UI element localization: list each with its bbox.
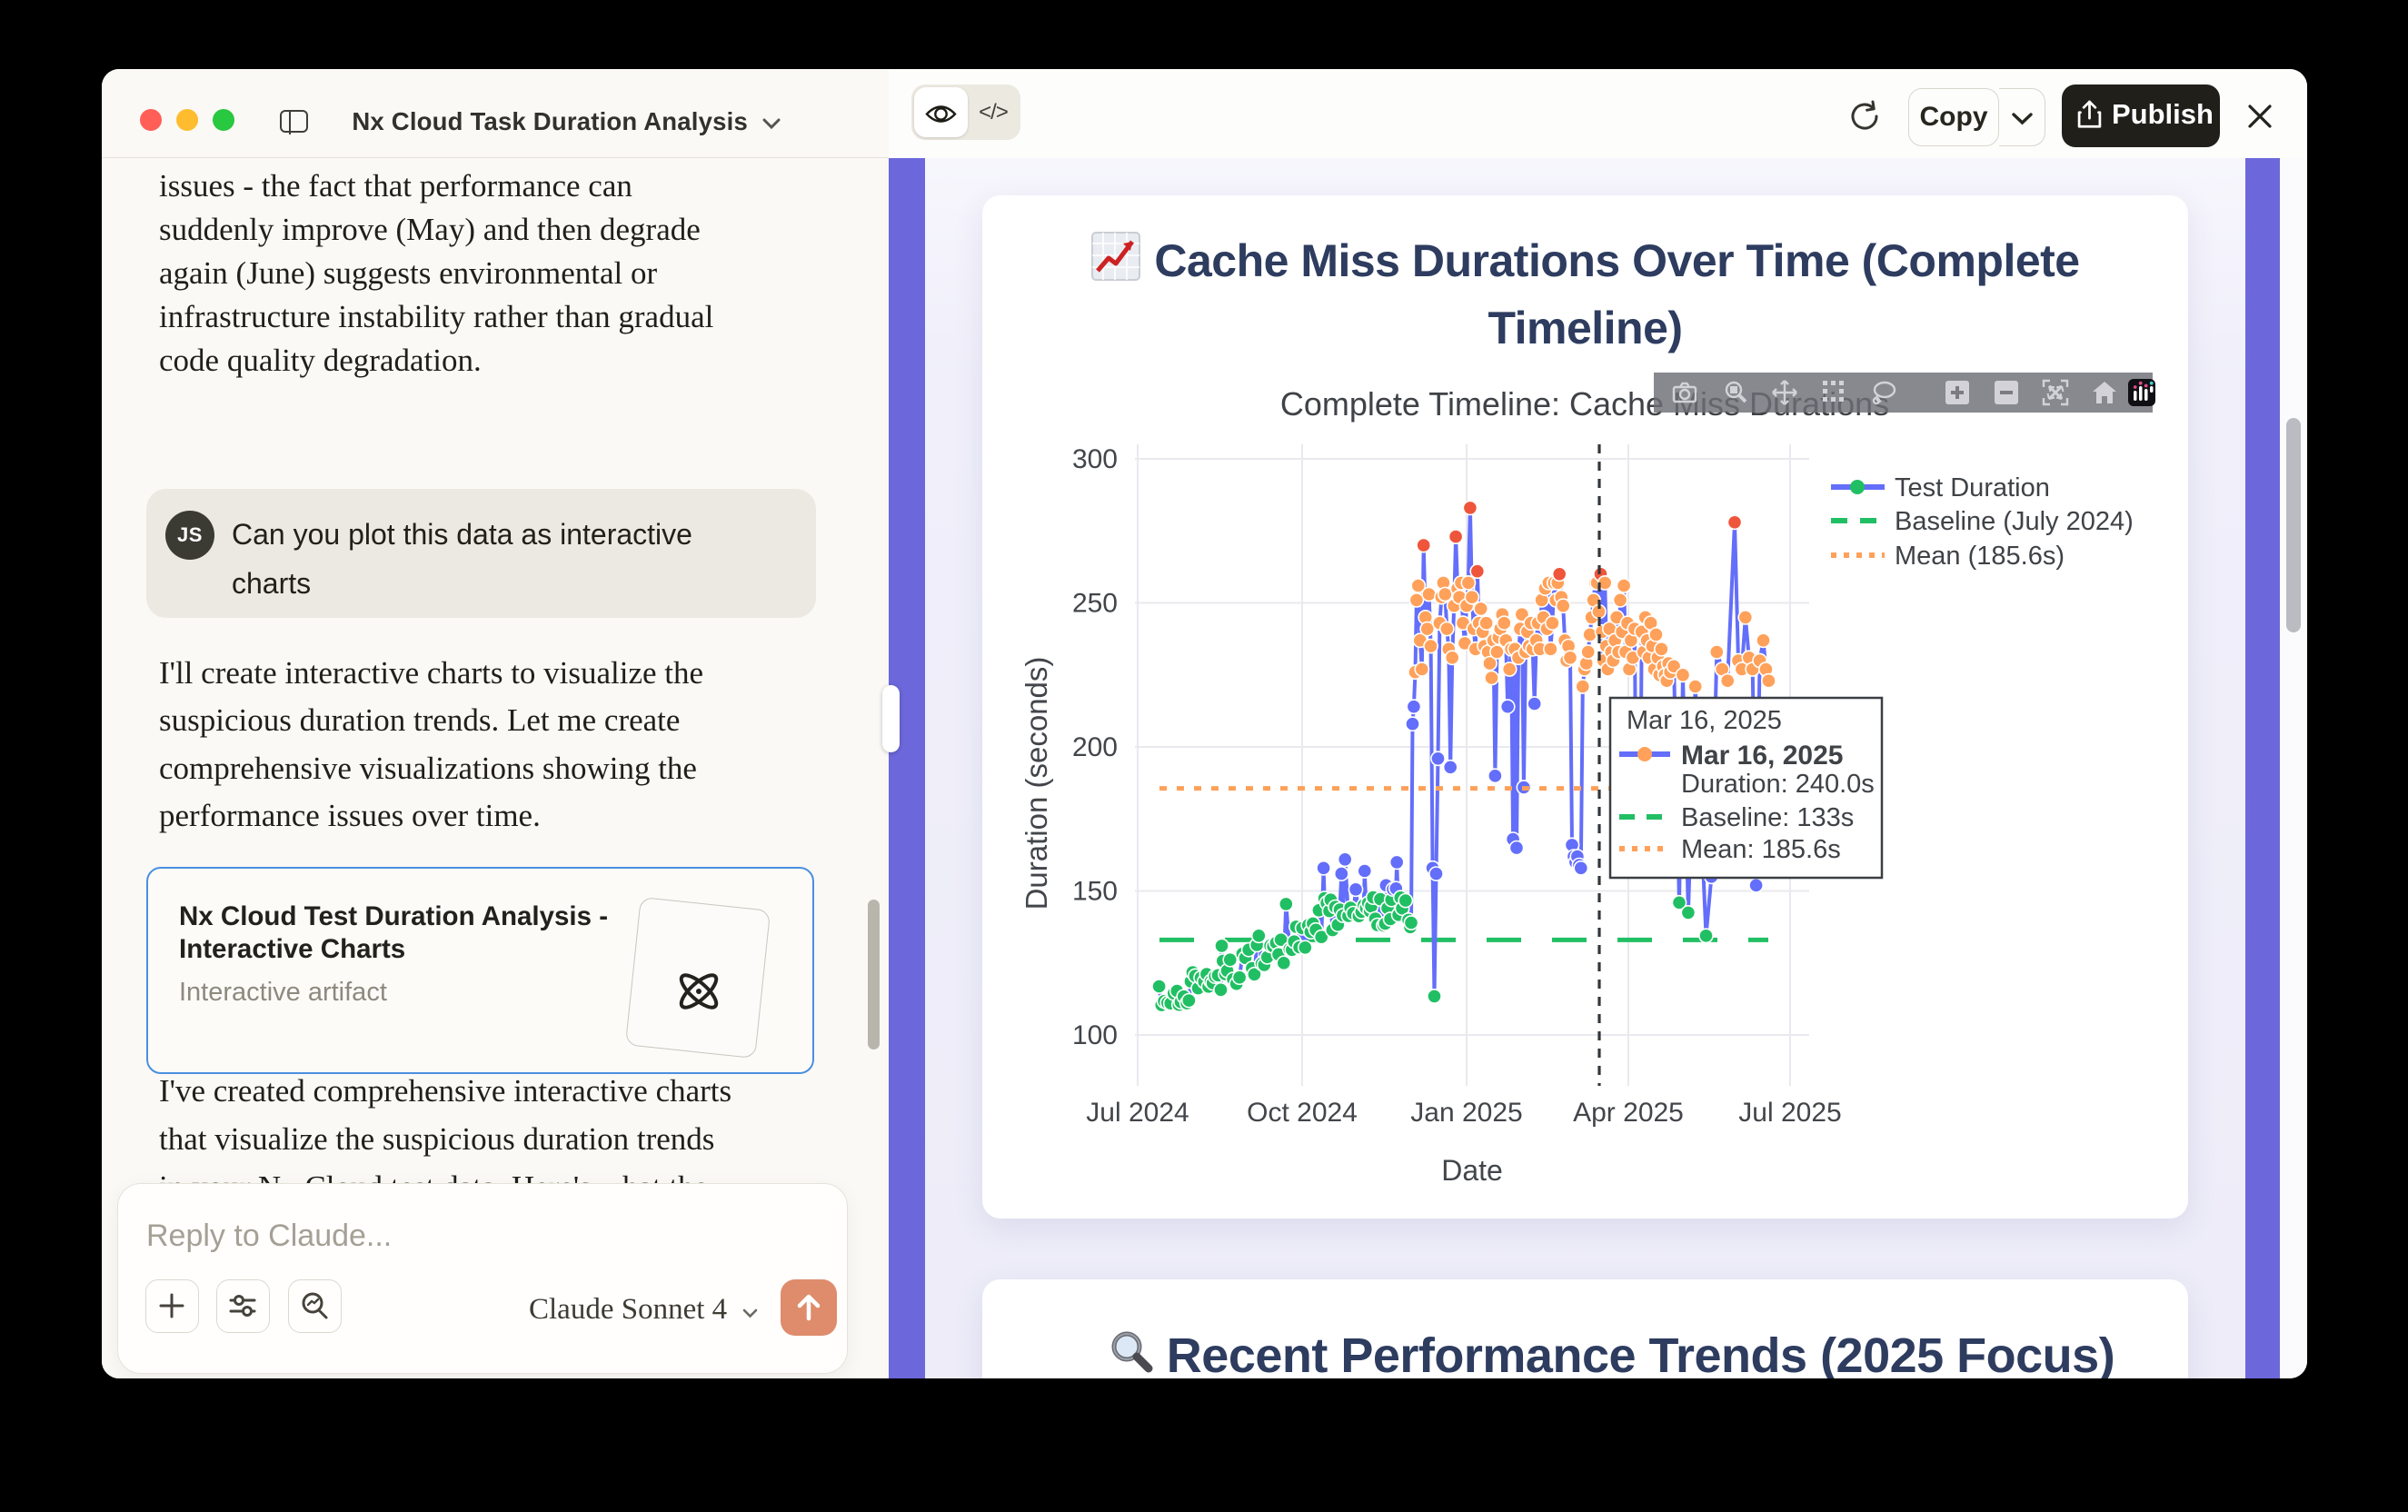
svg-text:250: 250: [1072, 589, 1118, 619]
svg-text:Mar 16, 2025: Mar 16, 2025: [1681, 741, 1843, 771]
svg-text:Jul 2024: Jul 2024: [1086, 1098, 1189, 1128]
svg-text:Jan 2025: Jan 2025: [1410, 1098, 1522, 1128]
svg-text:Mean: 185.6s: Mean: 185.6s: [1681, 835, 1841, 864]
svg-text:Baseline (July 2024): Baseline (July 2024): [1895, 507, 2134, 536]
svg-text:Duration (seconds): Duration (seconds): [1020, 657, 1053, 910]
svg-text:Oct 2024: Oct 2024: [1247, 1098, 1358, 1128]
svg-text:Date: Date: [1441, 1154, 1503, 1187]
svg-text:150: 150: [1072, 877, 1118, 907]
svg-text:Mean (185.6s): Mean (185.6s): [1895, 542, 2065, 571]
svg-text:100: 100: [1072, 1020, 1118, 1050]
svg-text:Jul 2025: Jul 2025: [1738, 1098, 1841, 1128]
svg-text:Test Duration: Test Duration: [1895, 473, 2050, 502]
svg-text:Baseline: 133s: Baseline: 133s: [1681, 803, 1854, 832]
svg-text:Mar 16, 2025: Mar 16, 2025: [1627, 706, 1782, 735]
svg-text:200: 200: [1072, 732, 1118, 762]
svg-text:Apr 2025: Apr 2025: [1573, 1098, 1684, 1128]
svg-text:300: 300: [1072, 444, 1118, 474]
svg-text:Duration: 240.0s: Duration: 240.0s: [1681, 770, 1875, 799]
